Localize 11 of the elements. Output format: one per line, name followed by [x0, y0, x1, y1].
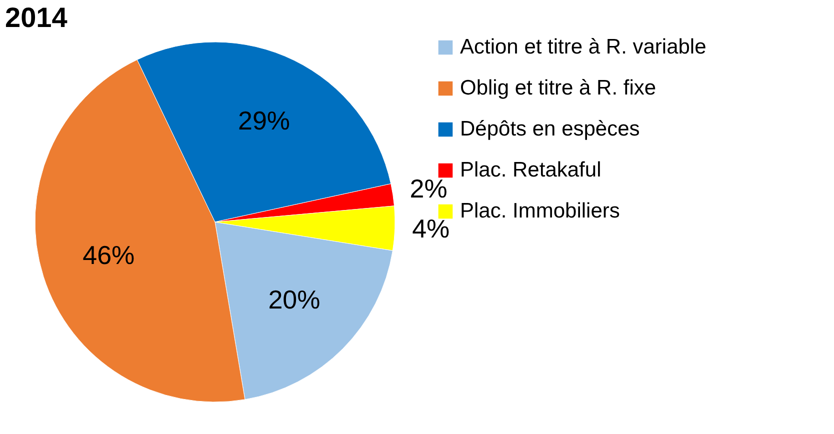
data-label: 2% — [410, 173, 448, 204]
data-label: 4% — [412, 214, 450, 244]
legend-label: Oblig et titre à R. fixe — [460, 76, 656, 100]
legend-label: Action et titre à R. variable — [460, 36, 706, 58]
data-label: 46% — [82, 240, 135, 270]
legend-label: Plac. Immobiliers — [460, 200, 620, 222]
data-label: 20% — [268, 284, 320, 315]
legend-label: Plac. Retakaful — [460, 158, 602, 182]
data-label: 29% — [238, 106, 290, 136]
legend-label: Dépôts en espèces — [460, 118, 640, 140]
chart-title: 2014 — [5, 2, 68, 33]
